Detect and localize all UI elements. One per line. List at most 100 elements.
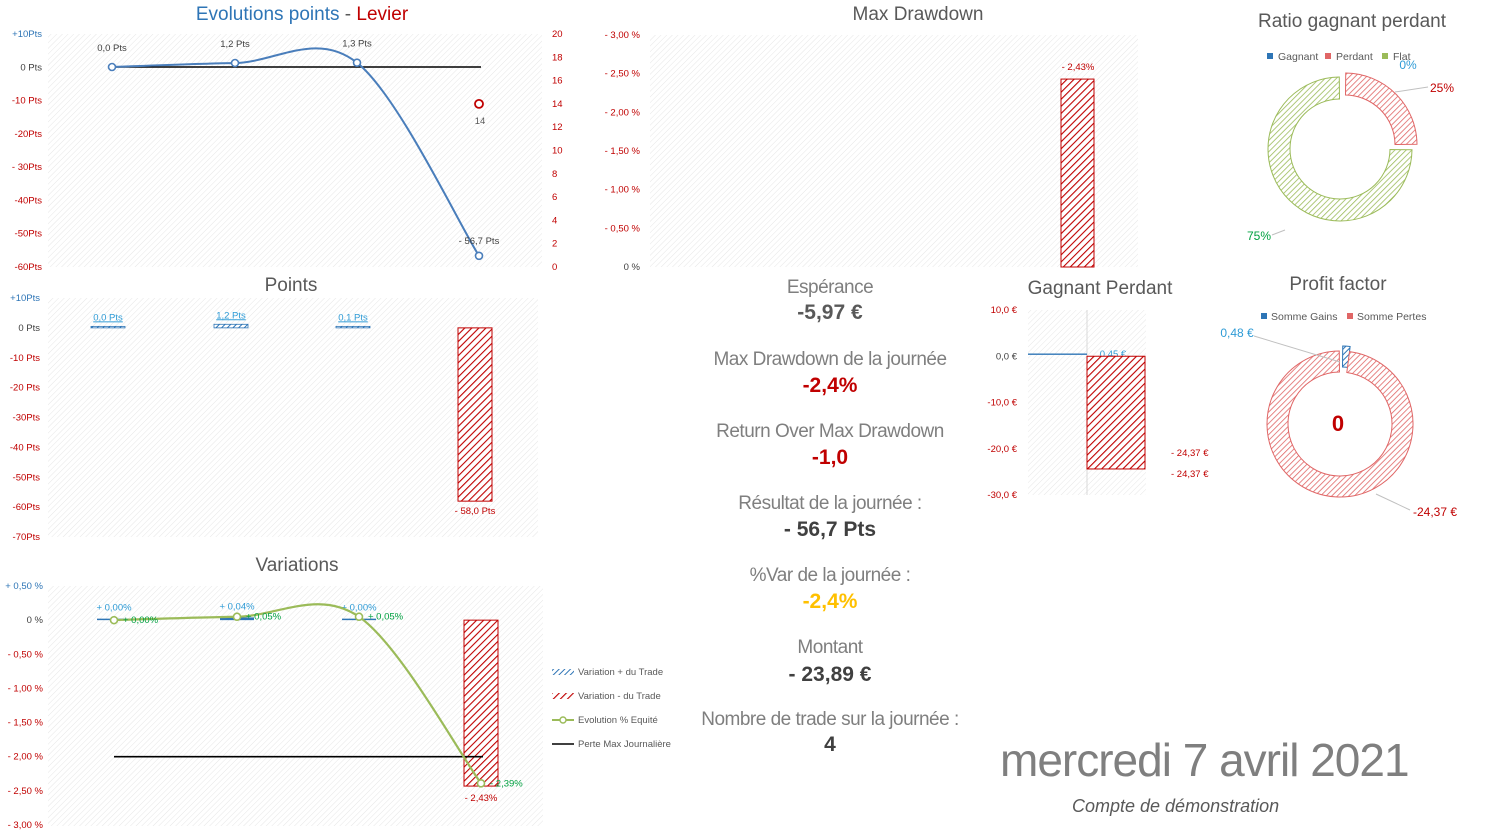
leverage-y-tick: 8 [552, 169, 557, 180]
evolution-y-tick: +10Pts [12, 29, 42, 40]
points-y-tick: -50Pts [13, 472, 41, 483]
leverage-y-tick: 2 [552, 239, 557, 250]
ratio-title: Ratio gagnant perdant [1258, 11, 1447, 32]
ratio-label-gagnant: 0% [1399, 58, 1417, 72]
romd-label: Return Over Max Drawdown [716, 421, 944, 442]
equity-point-marker [354, 612, 364, 622]
points-bar [457, 327, 493, 502]
max-drawdown-bar [1060, 78, 1095, 268]
legend-label-equity: Evolution % Equité [578, 715, 658, 726]
variations-y-tick: - 3,00 % [8, 820, 44, 831]
leverage-y-tick: 14 [552, 99, 563, 110]
evolution-y-tick: 0 Pts [20, 62, 42, 73]
max-drawdown-y-tick: - 1,00 % [605, 185, 641, 196]
pf-legend-swatch-pertes [1347, 313, 1353, 319]
max-drawdown-y-tick: - 2,00 % [605, 107, 641, 118]
gagnant-perdant-y-tick: -30,0 € [987, 490, 1017, 501]
profit-factor-title: Profit factor [1289, 274, 1387, 295]
evolution-points-line [111, 47, 480, 257]
evolution-chart: Evolutions points - Levier +10Pts 0 Pts -1… [12, 4, 563, 273]
evolution-y-tick: -40Pts [15, 195, 43, 206]
variations-y-tick: - 2,50 % [8, 786, 44, 797]
gagnant-perdant-chart: Gagnant Perdant 10,0 € 0,0 € -10,0 € -20,0 … [987, 278, 1209, 501]
max-drawdown-y-tick: - 2,50 % [605, 69, 641, 80]
result-label: Résultat de la journée : [738, 493, 922, 514]
variations-legend: Variation + du Trade Variation - du Trad… [552, 667, 671, 750]
evolution-point-label: 1,3 Pts [342, 39, 372, 50]
mdd-value: -2,4% [802, 374, 858, 397]
evolution-point-label: - 56,7 Pts [459, 236, 500, 247]
trades-value: 4 [824, 733, 836, 756]
legend-label-max-loss: Perte Max Journalière [578, 739, 671, 750]
evolution-point-marker [474, 251, 484, 261]
leverage-y-tick: 18 [552, 52, 563, 63]
points-bar [90, 325, 126, 329]
variations-title: Variations [255, 555, 338, 576]
evolution-point-label: 0,0 Pts [97, 43, 127, 54]
points-y-tick: -10 Pts [10, 353, 40, 364]
loss-bar-label: - 24,37 € [1171, 448, 1209, 459]
points-bar [213, 323, 249, 329]
gagnant-perdant-y-tick: 0,0 € [996, 351, 1018, 362]
ratio-leader-perdant [1394, 86, 1429, 93]
ratio-legend-gagnant: Gagnant [1278, 51, 1318, 63]
evolution-y-tick: -20Pts [15, 129, 43, 140]
legend-label-variation-minus: Variation - du Trade [578, 691, 661, 702]
ratio-slice-perdant [1344, 72, 1418, 146]
variation-bar-label: + 0,04% [219, 601, 255, 612]
equity-line [113, 603, 482, 784]
leverage-label: 14 [475, 116, 486, 127]
account-name: Compte de démonstration [1072, 796, 1280, 816]
mdd-label: Max Drawdown de la journée [713, 349, 947, 370]
ratio-label-flat: 75% [1247, 229, 1271, 243]
date-title: mercredi 7 avril 2021 [1000, 734, 1410, 786]
legend-swatch-equity-marker [559, 716, 567, 724]
leverage-y-tick: 20 [552, 29, 563, 40]
points-y-tick: -60Pts [13, 502, 41, 513]
max-drawdown-y-tick: 0 % [624, 262, 641, 273]
points-bar-label: 0,1 Pts [338, 312, 368, 323]
montant-label: Montant [797, 637, 863, 658]
equity-point-label: + 0,00% [123, 615, 159, 626]
points-y-tick: -70Pts [13, 532, 41, 543]
points-y-tick: +10Pts [10, 293, 40, 304]
ratio-legend-flat: Flat [1393, 51, 1411, 63]
evolution-point-label: 1,2 Pts [220, 39, 250, 50]
loss-bar [1086, 355, 1146, 470]
esperance-value: -5,97 € [797, 301, 863, 324]
points-y-tick: -20 Pts [10, 383, 40, 394]
max-drawdown-y-tick: - 3,00 % [605, 30, 641, 41]
points-y-tick: -40 Pts [10, 442, 40, 453]
legend-swatch-variation-minus [552, 693, 574, 699]
ratio-legend: Gagnant Perdant Flat [1267, 51, 1411, 63]
equity-point-label: + 0,05% [246, 612, 282, 623]
variations-y-tick: - 1,00 % [8, 683, 44, 694]
leverage-y-tick: 16 [552, 76, 563, 87]
variations-y-tick: - 2,00 % [8, 752, 44, 763]
variations-y-tick: 0 % [27, 615, 44, 626]
evolution-y-tick: -60Pts [15, 262, 43, 273]
leverage-y-tick: 10 [552, 146, 563, 157]
max-drawdown-plot-area [650, 35, 1138, 267]
variation-bar [463, 619, 499, 787]
trades-label: Nombre de trade sur la journée : [701, 709, 959, 730]
max-drawdown-chart: Max Drawdown - 3,00 % - 2,50 % - 2,00 % - 1… [605, 4, 1138, 273]
max-drawdown-title: Max Drawdown [853, 4, 984, 25]
equity-point-label: + 0,05% [368, 612, 404, 623]
leverage-marker [474, 99, 484, 109]
ratio-legend-swatch-gagnant [1267, 53, 1273, 59]
max-drawdown-bar-label: - 2,43% [1062, 62, 1095, 73]
pf-slice-somme-pertes [1266, 350, 1414, 498]
ratio-leader-flat [1271, 229, 1286, 236]
gagnant-perdant-y-tick: 10,0 € [991, 305, 1018, 316]
ratio-legend-perdant: Perdant [1336, 51, 1373, 63]
ratio-slice-flat [1267, 76, 1413, 222]
variations-y-tick: - 1,50 % [8, 718, 44, 729]
points-chart: Points +10Pts 0 Pts -10 Pts -20 Pts -30Pts -4… [10, 275, 538, 543]
variations-y-tick: + 0,50 % [5, 581, 43, 592]
equity-point-marker [232, 612, 242, 622]
legend-swatch-variation-plus [552, 669, 574, 675]
variation-bar-label: - 2,43% [465, 793, 498, 804]
gagnant-perdant-title: Gagnant Perdant [1028, 278, 1173, 299]
